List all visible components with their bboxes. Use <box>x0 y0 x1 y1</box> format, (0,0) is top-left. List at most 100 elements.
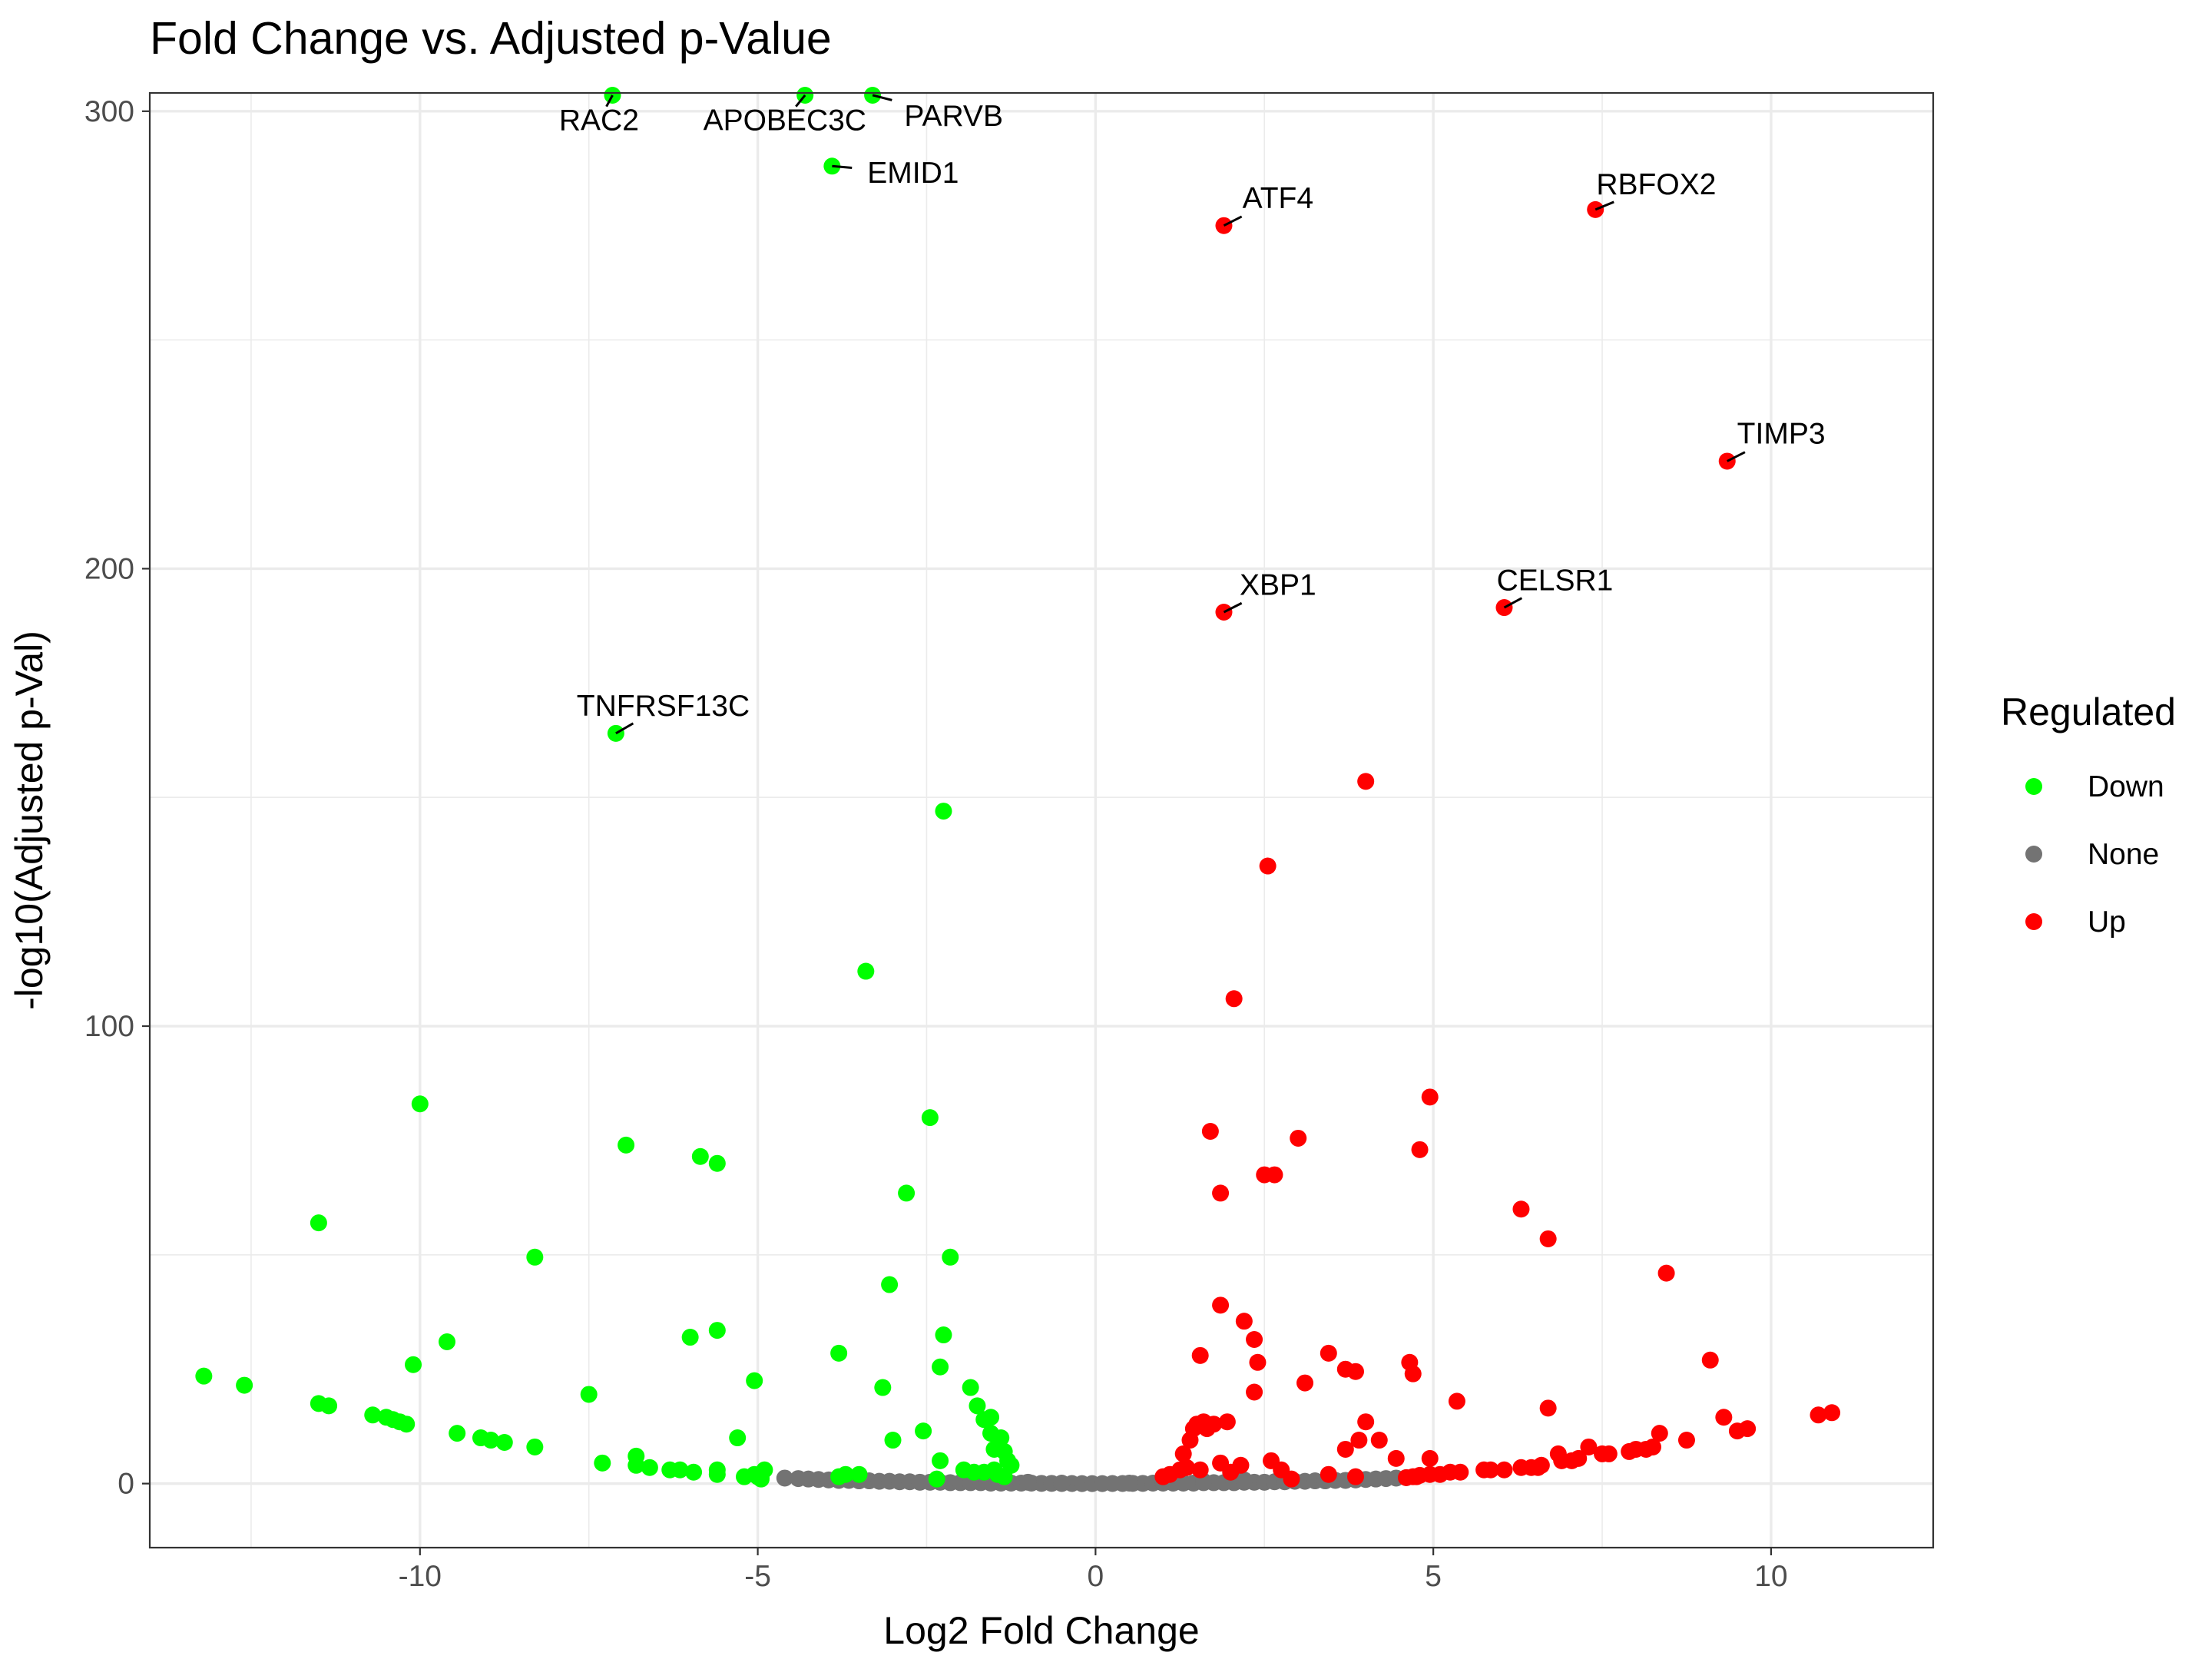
legend-title: Regulated <box>2001 690 2176 733</box>
data-point-down <box>641 1459 658 1476</box>
data-point-up <box>1174 1445 1192 1462</box>
data-point-down <box>850 1465 868 1483</box>
data-point-down <box>236 1376 253 1394</box>
gene-label: XBP1 <box>1240 568 1316 601</box>
data-point-up <box>1600 1445 1618 1462</box>
data-point-down <box>932 1358 949 1376</box>
gene-label: APOBEC3C <box>704 104 866 137</box>
data-point-down <box>708 1154 726 1172</box>
data-point-up <box>1283 1470 1300 1488</box>
data-point-down <box>935 803 952 820</box>
data-point-up <box>1320 1344 1337 1362</box>
data-point-up <box>1739 1420 1757 1438</box>
data-point-up <box>1336 1440 1354 1458</box>
data-point-up <box>1448 1392 1465 1410</box>
data-point-up <box>1222 1463 1240 1481</box>
data-point-none <box>1053 1475 1071 1492</box>
data-point-up <box>1346 1468 1364 1485</box>
data-point-down <box>671 1461 689 1479</box>
data-point-up <box>1225 990 1243 1008</box>
data-point-down <box>881 1276 899 1293</box>
legend-label-down: Down <box>2088 770 2164 803</box>
y-tick-label: 200 <box>84 552 134 585</box>
data-point-none <box>1235 1471 1253 1488</box>
y-tick-label: 0 <box>118 1468 134 1501</box>
data-point-down <box>962 1379 979 1396</box>
data-point-up <box>1421 1088 1439 1106</box>
data-point-up <box>1495 1461 1513 1479</box>
data-point-down <box>935 1326 952 1344</box>
gene-label: RBFOX2 <box>1596 168 1716 201</box>
data-point-up <box>1482 1461 1499 1479</box>
data-point-up <box>1512 1200 1530 1218</box>
series-up-points <box>1154 200 1841 1488</box>
data-point-down <box>320 1397 338 1415</box>
data-point-up <box>1411 1141 1429 1158</box>
annotation-leader <box>1223 601 1243 614</box>
legend-label-none: None <box>2088 838 2159 871</box>
data-point-up <box>1570 1449 1588 1467</box>
data-point-up <box>1651 1425 1668 1442</box>
legend: Regulated Down None Up <box>2001 690 2176 939</box>
data-point-up <box>1181 1432 1199 1449</box>
data-point-down <box>691 1147 709 1165</box>
data-point-down <box>921 1109 939 1127</box>
chart-title: Fold Change vs. Adjusted p-Value <box>150 13 832 64</box>
minor-gridlines <box>150 93 1933 1548</box>
data-point-up <box>1212 1296 1230 1314</box>
legend-label-up: Up <box>2088 906 2126 939</box>
annotation-leader <box>795 94 806 108</box>
data-point-up <box>1296 1374 1314 1392</box>
data-point-down <box>708 1322 726 1339</box>
data-point-up <box>1290 1129 1307 1147</box>
data-point-up <box>1198 1420 1216 1438</box>
x-axis-ticks: -10 -5 0 5 10 <box>399 1548 1788 1593</box>
annotation-leader <box>1594 200 1614 211</box>
legend-key-down <box>2025 778 2042 795</box>
data-point-down <box>830 1468 848 1485</box>
data-point-up <box>1235 1313 1253 1330</box>
x-axis-title: Log2 Fold Change <box>883 1609 1199 1652</box>
data-point-down <box>526 1438 544 1455</box>
data-point-up <box>1539 1399 1557 1417</box>
x-tick-label: -10 <box>399 1560 442 1593</box>
data-point-down <box>628 1456 645 1474</box>
data-point-up <box>1246 1383 1263 1401</box>
y-axis-title: -log10(Adjusted p-Val) <box>8 631 51 1010</box>
data-point-down <box>884 1432 902 1449</box>
data-point-down <box>736 1468 753 1485</box>
data-point-up <box>1320 1465 1337 1483</box>
series-down-points <box>195 86 1020 1488</box>
data-point-none <box>1121 1475 1138 1492</box>
x-tick-label: -5 <box>744 1560 771 1593</box>
annotation-leader <box>1223 215 1243 227</box>
data-point-down <box>975 1411 993 1429</box>
data-point-up <box>1370 1432 1388 1449</box>
data-point-none <box>1019 1473 1037 1491</box>
legend-key-none <box>2025 846 2042 863</box>
gene-label: PARVB <box>904 100 1003 133</box>
data-point-down <box>752 1470 770 1488</box>
data-point-down <box>995 1468 1013 1485</box>
data-point-up <box>1810 1406 1827 1424</box>
data-point-down <box>405 1356 422 1373</box>
data-point-up <box>1421 1449 1439 1467</box>
x-tick-label: 10 <box>1754 1560 1787 1593</box>
data-point-up <box>1191 1346 1209 1364</box>
gene-label: RAC2 <box>559 104 639 137</box>
data-point-down <box>526 1248 544 1266</box>
data-point-down <box>398 1416 416 1433</box>
plot-panel-border <box>148 91 1935 1549</box>
data-point-up <box>1701 1351 1719 1369</box>
data-point-down <box>857 962 875 980</box>
data-point-up <box>1404 1365 1422 1382</box>
data-point-up <box>1350 1432 1368 1449</box>
data-point-up <box>1357 773 1375 790</box>
data-point-down <box>495 1434 513 1452</box>
gene-annotations: RAC2 APOBEC3C PARVB EMID1 ATF4 RBFOX2 TIMP3 XBP… <box>559 94 1826 735</box>
data-point-up <box>1677 1432 1695 1449</box>
data-point-down <box>482 1432 500 1449</box>
y-tick-label: 300 <box>84 95 134 128</box>
legend-key-up <box>2025 913 2042 930</box>
